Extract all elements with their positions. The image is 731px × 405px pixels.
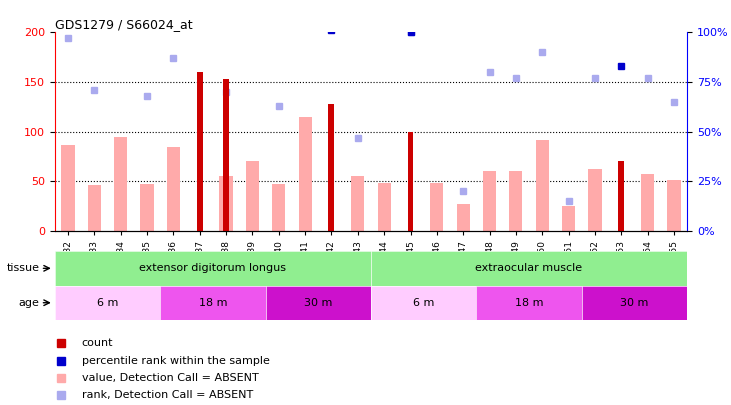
Bar [88,185,101,231]
Text: count: count [82,338,113,348]
Text: 18 m: 18 m [199,298,227,308]
Text: 30 m: 30 m [621,298,648,308]
Bar [351,176,364,231]
Bar [223,79,229,231]
Bar [197,72,202,231]
Text: 6 m: 6 m [96,298,118,308]
Bar [61,145,75,231]
Text: extensor digitorum longus: extensor digitorum longus [140,263,287,273]
Bar [328,104,334,231]
Text: rank, Detection Call = ABSENT: rank, Detection Call = ABSENT [82,390,253,400]
Text: age: age [18,298,39,308]
Bar [510,171,523,231]
Bar [378,183,391,231]
Bar [114,136,127,231]
Bar [562,206,575,231]
Bar [431,183,444,231]
Text: percentile rank within the sample: percentile rank within the sample [82,356,270,366]
Text: GDS1279 / S66024_at: GDS1279 / S66024_at [55,18,192,31]
Text: tissue: tissue [7,263,39,273]
Bar [667,180,681,231]
Text: extraocular muscle: extraocular muscle [475,263,583,273]
Text: value, Detection Call = ABSENT: value, Detection Call = ABSENT [82,373,259,383]
Text: 6 m: 6 m [413,298,434,308]
Bar [246,161,259,231]
Bar [536,140,549,231]
Text: 18 m: 18 m [515,298,543,308]
Bar [408,132,414,231]
Bar [298,117,311,231]
Bar [483,171,496,231]
Bar [272,184,285,231]
Bar [167,147,180,231]
Bar [641,174,654,231]
Bar [457,204,470,231]
Bar [140,184,154,231]
Text: 30 m: 30 m [304,298,333,308]
Bar [618,161,624,231]
Bar [588,169,602,231]
Bar [219,176,232,231]
